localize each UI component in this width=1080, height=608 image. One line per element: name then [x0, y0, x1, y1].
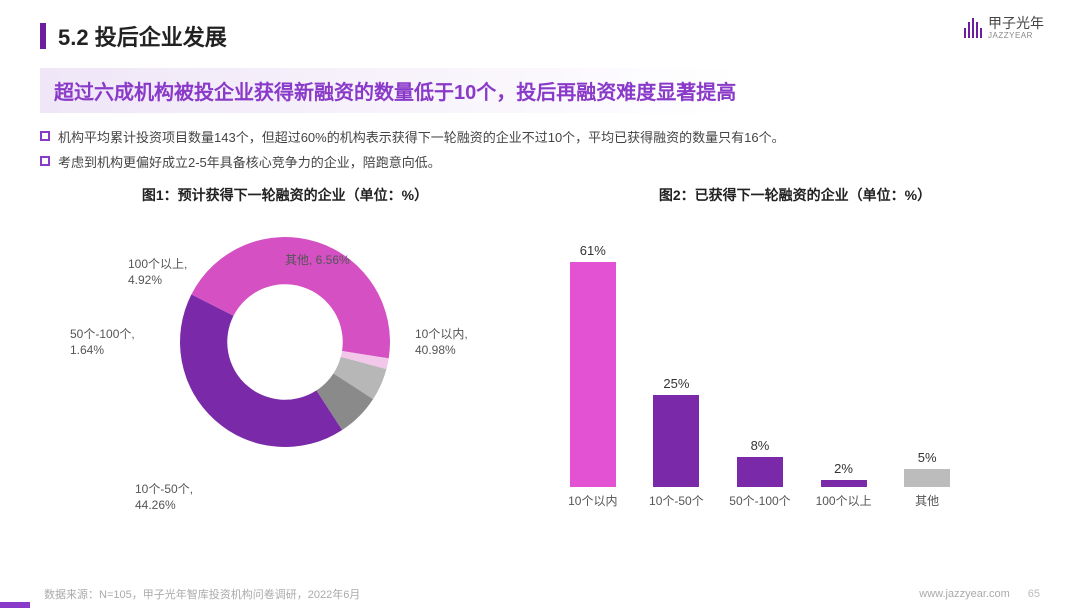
bar-category-label: 100个以上	[811, 492, 877, 509]
footer-accent-bar	[0, 602, 30, 608]
bar-rect	[821, 480, 867, 487]
bar-column: 8%	[727, 438, 793, 487]
bar-rect	[653, 395, 699, 487]
bar-chart-title: 图2：已获得下一轮融资的企业（单位：%）	[550, 185, 1040, 205]
bullet-list: 机构平均累计投资项目数量143个，但超过60%的机构表示获得下一轮融资的企业不过…	[40, 127, 1040, 171]
logo-text: 甲子光年	[988, 16, 1044, 31]
bar-rect	[570, 262, 616, 487]
footer-site: www.jazzyear.com	[919, 588, 1009, 600]
bar-value-label: 25%	[663, 376, 689, 391]
donut-label: 其他, 6.56%	[285, 253, 350, 269]
bar-area: 61%25%8%2%5%	[560, 247, 960, 487]
donut-label: 100个以上,4.92%	[128, 257, 187, 288]
bullet-text: 考虑到机构更偏好成立2-5年具备核心竞争力的企业，陪跑意向低。	[58, 152, 441, 171]
bar-column: 61%	[560, 243, 626, 487]
footer-page: 65	[1028, 588, 1040, 600]
bar-column: 5%	[894, 450, 960, 487]
charts-row: 图1：预计获得下一轮融资的企业（单位：%） 10个以内,40.98% 10个-50…	[40, 185, 1040, 517]
bullet-item: 机构平均累计投资项目数量143个，但超过60%的机构表示获得下一轮融资的企业不过…	[40, 127, 1040, 146]
bar-category-label: 其他	[894, 492, 960, 509]
donut-label: 10个-50个,44.26%	[135, 482, 193, 513]
footer: 数据来源：N=105，甲子光年智库投资机构问卷调研，2022年6月 www.ja…	[0, 580, 1080, 608]
bar-column: 2%	[811, 461, 877, 487]
donut-chart: 10个以内,40.98% 10个-50个,44.26% 50个-100个,1.64%…	[40, 217, 520, 517]
logo-bars-icon	[964, 18, 982, 38]
bar-categories: 10个以内 10个-50个 50个-100个 100个以上其他	[560, 492, 960, 509]
section-header: 5.2 投后企业发展	[0, 0, 1080, 58]
bar-rect	[737, 457, 783, 487]
bar-category-label: 50个-100个	[727, 492, 793, 509]
donut-label: 10个以内,40.98%	[415, 327, 468, 358]
subtitle: 超过六成机构被投企业获得新融资的数量低于10个，投后再融资难度显著提高	[54, 76, 1026, 105]
header-accent-bar	[40, 23, 46, 49]
bullet-item: 考虑到机构更偏好成立2-5年具备核心竞争力的企业，陪跑意向低。	[40, 152, 1040, 171]
bullet-icon	[40, 131, 50, 141]
donut-label: 50个-100个,1.64%	[70, 327, 135, 358]
bar-category-label: 10个以内	[560, 492, 626, 509]
logo-subtext: JAZZYEAR	[988, 31, 1044, 40]
bar-chart-panel: 图2：已获得下一轮融资的企业（单位：%） 61%25%8%2%5% 10个以内1…	[550, 185, 1040, 517]
bar-value-label: 61%	[580, 243, 606, 258]
section-title: 5.2 投后企业发展	[58, 20, 227, 52]
subtitle-band: 超过六成机构被投企业获得新融资的数量低于10个，投后再融资难度显著提高	[40, 68, 1040, 113]
bar-chart: 61% 25% 8% 2% 5% 10个以内 10个-50个 50个-100个 100个以上其…	[550, 217, 970, 517]
bar-rect	[904, 469, 950, 487]
bar-category-label: 10个-50个	[644, 492, 710, 509]
bar-value-label: 8%	[751, 438, 770, 453]
bullet-text: 机构平均累计投资项目数量143个，但超过60%的机构表示获得下一轮融资的企业不过…	[58, 127, 785, 146]
bar-column: 25%	[644, 376, 710, 487]
bar-value-label: 5%	[918, 450, 937, 465]
footer-source: 数据来源：N=105，甲子光年智库投资机构问卷调研，2022年6月	[44, 586, 360, 602]
brand-logo: 甲子光年 JAZZYEAR	[964, 16, 1044, 40]
bullet-icon	[40, 156, 50, 166]
bar-value-label: 2%	[834, 461, 853, 476]
donut-chart-panel: 图1：预计获得下一轮融资的企业（单位：%） 10个以内,40.98% 10个-50…	[40, 185, 530, 517]
donut-slice	[180, 294, 342, 447]
donut-chart-title: 图1：预计获得下一轮融资的企业（单位：%）	[40, 185, 530, 205]
